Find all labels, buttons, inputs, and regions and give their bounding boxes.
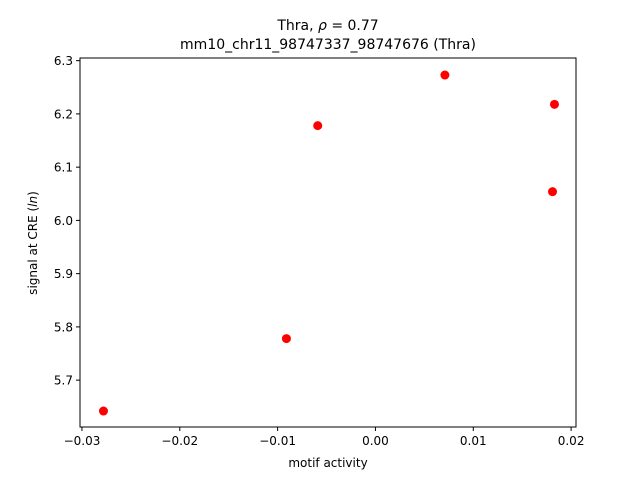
data-point [313, 121, 323, 131]
data-point [440, 70, 450, 80]
x-tick-label: 0.02 [558, 434, 585, 448]
y-tick-label: 5.9 [54, 267, 73, 281]
axis-ticks: −0.03 −0.02 −0.01 0.00 0.01 0.02 5.7 5.8 5.9 6.0 6… [54, 54, 585, 448]
y-tick-label: 6.2 [54, 107, 73, 121]
y-axis-label: signal at CRE (ln) [26, 191, 40, 295]
y-tick-label: 5.8 [54, 320, 73, 334]
x-tick-label: −0.01 [259, 434, 296, 448]
x-axis-label: motif activity [288, 456, 367, 470]
data-point [549, 99, 559, 109]
y-tick-label: 6.3 [54, 54, 73, 68]
y-tick-label: 5.7 [54, 374, 73, 388]
x-tick-label: 0.01 [460, 434, 487, 448]
x-tick-label: −0.03 [64, 434, 101, 448]
y-tick-label: 6.1 [54, 161, 73, 175]
data-point [281, 334, 291, 344]
y-tick-label: 6.0 [54, 214, 73, 228]
chart-title-line1: Thra, ρ = 0.77 [276, 18, 378, 34]
data-point [98, 406, 108, 416]
x-tick-label: −0.02 [161, 434, 198, 448]
data-points [98, 70, 559, 416]
chart-title-line2: mm10_chr11_98747337_98747676 (Thra) [180, 37, 476, 53]
data-point [548, 187, 558, 197]
x-tick-label: 0.00 [362, 434, 389, 448]
plot-frame [79, 57, 577, 428]
